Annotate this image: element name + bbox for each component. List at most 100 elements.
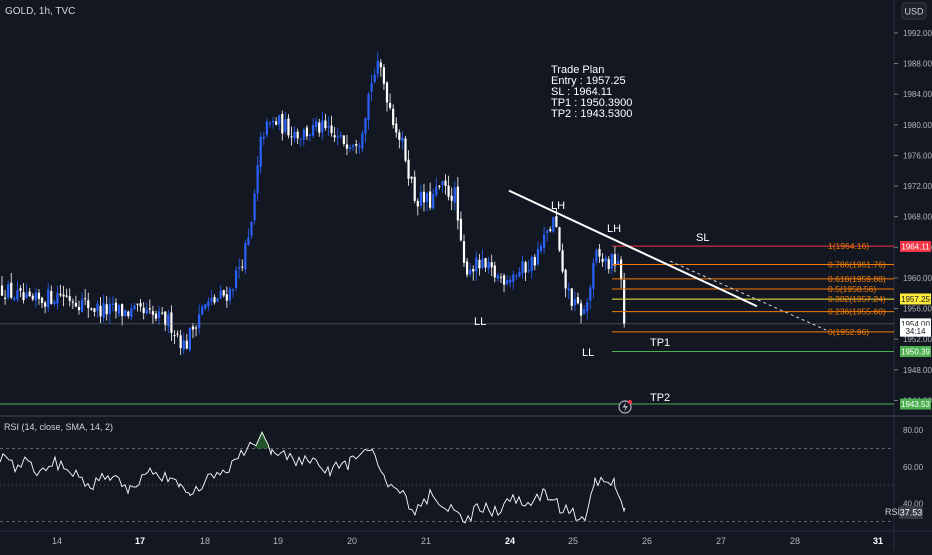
candle-body — [616, 260, 620, 265]
candle-body — [502, 275, 506, 285]
candle-body — [441, 181, 444, 185]
candle-body — [382, 67, 386, 84]
candle-body — [268, 122, 272, 124]
candle-body — [80, 299, 84, 313]
rsi-tick-label: 60.00 — [903, 463, 924, 472]
trendline[interactable] — [508, 189, 758, 308]
candle-body — [481, 258, 484, 268]
price-tick-label: 1988.00 — [903, 60, 932, 69]
price-tick-label: 1956.00 — [903, 305, 932, 314]
candle-body — [623, 280, 626, 324]
time-tick-label: 28 — [790, 536, 800, 546]
candle-body — [201, 306, 204, 315]
fib-level-label: 0.618(1959.88) — [828, 274, 886, 284]
candle-body — [410, 176, 413, 179]
price-tick-label: 1976.00 — [903, 151, 932, 160]
candle-body — [348, 147, 352, 149]
candle-body — [311, 124, 315, 136]
candle-body — [499, 276, 503, 278]
candle-body — [401, 137, 404, 142]
candle-body — [592, 262, 595, 289]
candle-body — [318, 122, 321, 133]
candle-body — [111, 303, 114, 305]
candle-body — [151, 311, 155, 315]
candle-body — [573, 299, 576, 306]
candle-body — [191, 326, 195, 330]
candle-body — [219, 290, 222, 299]
candle-body — [542, 234, 546, 248]
candle-body — [216, 298, 219, 302]
candle-body — [367, 93, 370, 120]
candle-body — [425, 193, 429, 202]
candle-body — [345, 144, 349, 149]
fib-level-label: 0.786(1961.76) — [828, 259, 886, 269]
candle-body — [173, 335, 176, 337]
candle-body — [610, 254, 613, 269]
candle-body — [462, 241, 466, 263]
candle-body — [342, 135, 345, 144]
price-badge-text: 1957.25 — [901, 295, 930, 304]
candle-body — [370, 82, 373, 92]
candle-body — [16, 290, 19, 300]
candle-body — [469, 269, 472, 275]
candle-body — [419, 191, 422, 206]
time-tick-label: 20 — [347, 536, 357, 546]
candle-body — [207, 301, 210, 307]
currency-button[interactable]: USD — [901, 2, 927, 20]
candle-body — [170, 312, 173, 333]
annotation-lh-2: LH — [607, 223, 621, 235]
candle-body — [336, 136, 339, 138]
candle-body — [536, 249, 540, 265]
candle-body — [521, 261, 524, 274]
candle-body — [509, 279, 512, 283]
candle-body — [484, 258, 487, 268]
trade-plan-entry: Entry : 1957.25 — [551, 75, 626, 87]
candle-body — [496, 275, 499, 279]
candle-body — [241, 266, 244, 268]
price-tick-label: 1992.00 — [903, 29, 932, 38]
candle-body — [555, 216, 558, 227]
time-tick-label: 21 — [421, 536, 431, 546]
candle-body — [228, 288, 232, 301]
price-badge-text: 1943.53 — [901, 400, 930, 409]
currency-label[interactable]: USD — [904, 7, 924, 17]
candle-body — [22, 292, 25, 301]
candle-body — [404, 138, 407, 161]
candle-body — [259, 136, 262, 167]
candle-body — [167, 314, 170, 327]
candle-body — [47, 289, 50, 308]
price-tick-label: 1984.00 — [903, 90, 932, 99]
candle-body — [552, 217, 555, 232]
candle-body — [515, 275, 518, 277]
candle-body — [194, 327, 198, 329]
candle-body — [133, 305, 136, 310]
candle-body — [576, 297, 580, 304]
candle-body — [157, 311, 161, 319]
candle-body — [432, 193, 435, 209]
candle-body — [34, 292, 37, 301]
annotation-ll-1: LL — [474, 316, 486, 328]
candle-body — [546, 230, 549, 234]
candle-body — [512, 274, 515, 282]
trade-plan-tp2: TP2 : 1943.5300 — [551, 108, 632, 120]
candle-body — [339, 134, 342, 137]
candle-body — [145, 309, 148, 314]
rsi-value-text: 37.53 — [900, 508, 923, 518]
candle-body — [164, 311, 167, 325]
candle-body — [105, 304, 108, 315]
candle-body — [253, 193, 256, 221]
candle-body — [93, 308, 96, 312]
candle-body — [352, 145, 355, 147]
candle-body — [296, 131, 299, 139]
candle-body — [293, 131, 296, 139]
candle-body — [539, 245, 543, 252]
candle-body — [25, 293, 28, 299]
candle-body — [238, 267, 241, 269]
price-badge-countdown — [900, 325, 931, 337]
alert-icon[interactable] — [618, 400, 632, 414]
candle-body — [44, 302, 47, 307]
projection-line[interactable] — [669, 260, 827, 331]
fib-level-label: 0.382(1957.24) — [828, 294, 886, 304]
candle-body — [28, 291, 31, 297]
